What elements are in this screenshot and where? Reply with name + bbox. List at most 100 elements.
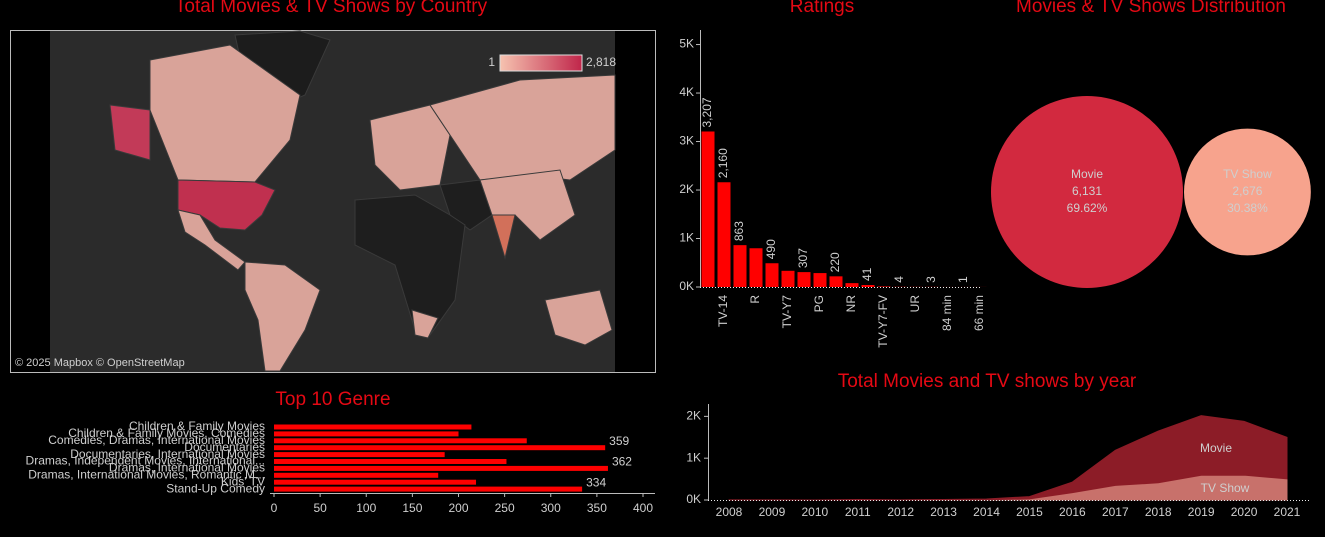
x-tick-label: 2013 <box>930 505 957 519</box>
value-label: 3 <box>924 276 938 283</box>
y-tick-label: Children & Family Movies, Comedies <box>68 426 265 440</box>
colorbar-label: 1 <box>488 55 495 69</box>
chart-title: Total Movies and TV shows by year <box>838 371 1137 392</box>
bar <box>274 424 472 430</box>
x-tick-label: 400 <box>633 501 653 515</box>
x-tick-label: 2016 <box>1059 505 1086 519</box>
series-label: Movie <box>1200 441 1232 455</box>
bar <box>765 263 779 287</box>
bar <box>781 270 795 287</box>
x-tick-label: 2012 <box>887 505 914 519</box>
x-tick-label: 300 <box>541 501 561 515</box>
bar <box>274 452 445 458</box>
bar <box>733 245 747 287</box>
chart-title: Movies & TV Shows Distribution <box>1016 0 1286 17</box>
x-tick-label: 2020 <box>1231 505 1258 519</box>
y-tick-label: 2K <box>679 182 694 196</box>
bar <box>274 479 477 485</box>
bubble <box>1184 128 1311 256</box>
chart-title: Total Movies & TV Shows by Country <box>175 0 488 17</box>
bar <box>274 465 608 471</box>
value-label: 2,160 <box>716 148 730 178</box>
bar <box>274 459 507 464</box>
land <box>544 289 613 346</box>
land <box>354 194 466 336</box>
value-label: 2,676 <box>1232 184 1262 198</box>
bar <box>749 248 763 287</box>
x-tick-label: 100 <box>356 501 376 515</box>
share-label: 30.38% <box>1227 201 1268 215</box>
land <box>439 179 493 231</box>
value-label: 863 <box>732 221 746 241</box>
chart-title: Ratings <box>790 0 854 17</box>
bar <box>274 438 527 444</box>
value-label: 362 <box>612 455 632 469</box>
bar <box>845 283 859 287</box>
value-label: 307 <box>796 248 810 268</box>
x-tick-label: 2015 <box>1016 505 1043 519</box>
bar <box>274 472 439 478</box>
land <box>491 214 516 260</box>
x-tick-label: 2014 <box>973 505 1000 519</box>
series-label: TV Show <box>1201 481 1250 495</box>
x-tick-label: R <box>748 295 762 304</box>
x-tick-label: PG <box>812 295 826 312</box>
value-label: 4 <box>892 276 906 283</box>
chart-title: Top 10 Genre <box>275 389 390 410</box>
y-tick-label: 4K <box>679 85 694 99</box>
y-tick-label: Kids' TV <box>221 474 265 488</box>
bar <box>717 182 731 287</box>
x-tick-label: 2011 <box>845 505 871 519</box>
bar <box>813 273 827 287</box>
y-tick-label: Comedies, Dramas, International Movies <box>48 433 265 447</box>
bar <box>877 286 891 287</box>
area <box>728 415 1288 501</box>
y-tick-label: 0K <box>686 492 701 506</box>
bar <box>829 276 843 287</box>
x-tick-label: TV-14 <box>716 295 730 327</box>
bubble-label: Movie <box>1071 167 1103 181</box>
y-tick-label: Children & Family Movies <box>129 419 265 433</box>
bubble-label: TV Show <box>1223 167 1272 181</box>
x-tick-label: 2019 <box>1188 505 1215 519</box>
map-panel <box>10 30 656 373</box>
x-tick-label: 50 <box>313 501 327 515</box>
bar <box>797 272 811 287</box>
map-land <box>109 30 616 372</box>
value-label: 490 <box>764 239 778 259</box>
y-tick-label: 2K <box>686 409 701 423</box>
land <box>244 261 321 372</box>
x-tick-label: 350 <box>587 501 607 515</box>
value-label: 6,131 <box>1072 184 1102 198</box>
land <box>149 44 301 183</box>
x-tick-label: 2010 <box>801 505 828 519</box>
land <box>109 104 151 161</box>
y-tick-label: 5K <box>679 37 694 51</box>
y-tick-label: 1K <box>679 231 694 245</box>
share-label: 69.62% <box>1067 201 1108 215</box>
bubble <box>991 96 1183 288</box>
colorbar <box>499 54 583 72</box>
bar <box>274 431 459 437</box>
bar <box>274 445 606 451</box>
x-tick-label: 0 <box>271 501 278 515</box>
x-tick-label: 2009 <box>759 505 786 519</box>
bar <box>701 131 715 287</box>
value-label: 1 <box>956 276 970 283</box>
y-tick-label: 1K <box>686 450 701 464</box>
x-tick-label: UR <box>908 295 922 313</box>
colorbar-label: 2,818 <box>586 55 616 69</box>
land <box>429 74 616 181</box>
y-tick-label: Dramas, International Movies, Romantic M… <box>28 467 265 481</box>
value-label: 3,207 <box>700 97 714 127</box>
y-tick-label: Documentaries <box>184 440 265 454</box>
x-tick-label: TV-Y7-FV <box>876 295 890 348</box>
y-tick-label: 3K <box>679 134 694 148</box>
x-tick-label: 2018 <box>1145 505 1172 519</box>
x-tick-label: 2008 <box>716 505 743 519</box>
y-tick-label: Dramas, Independent Movies, Internationa… <box>26 454 265 468</box>
bar <box>861 285 875 287</box>
land <box>177 209 246 271</box>
